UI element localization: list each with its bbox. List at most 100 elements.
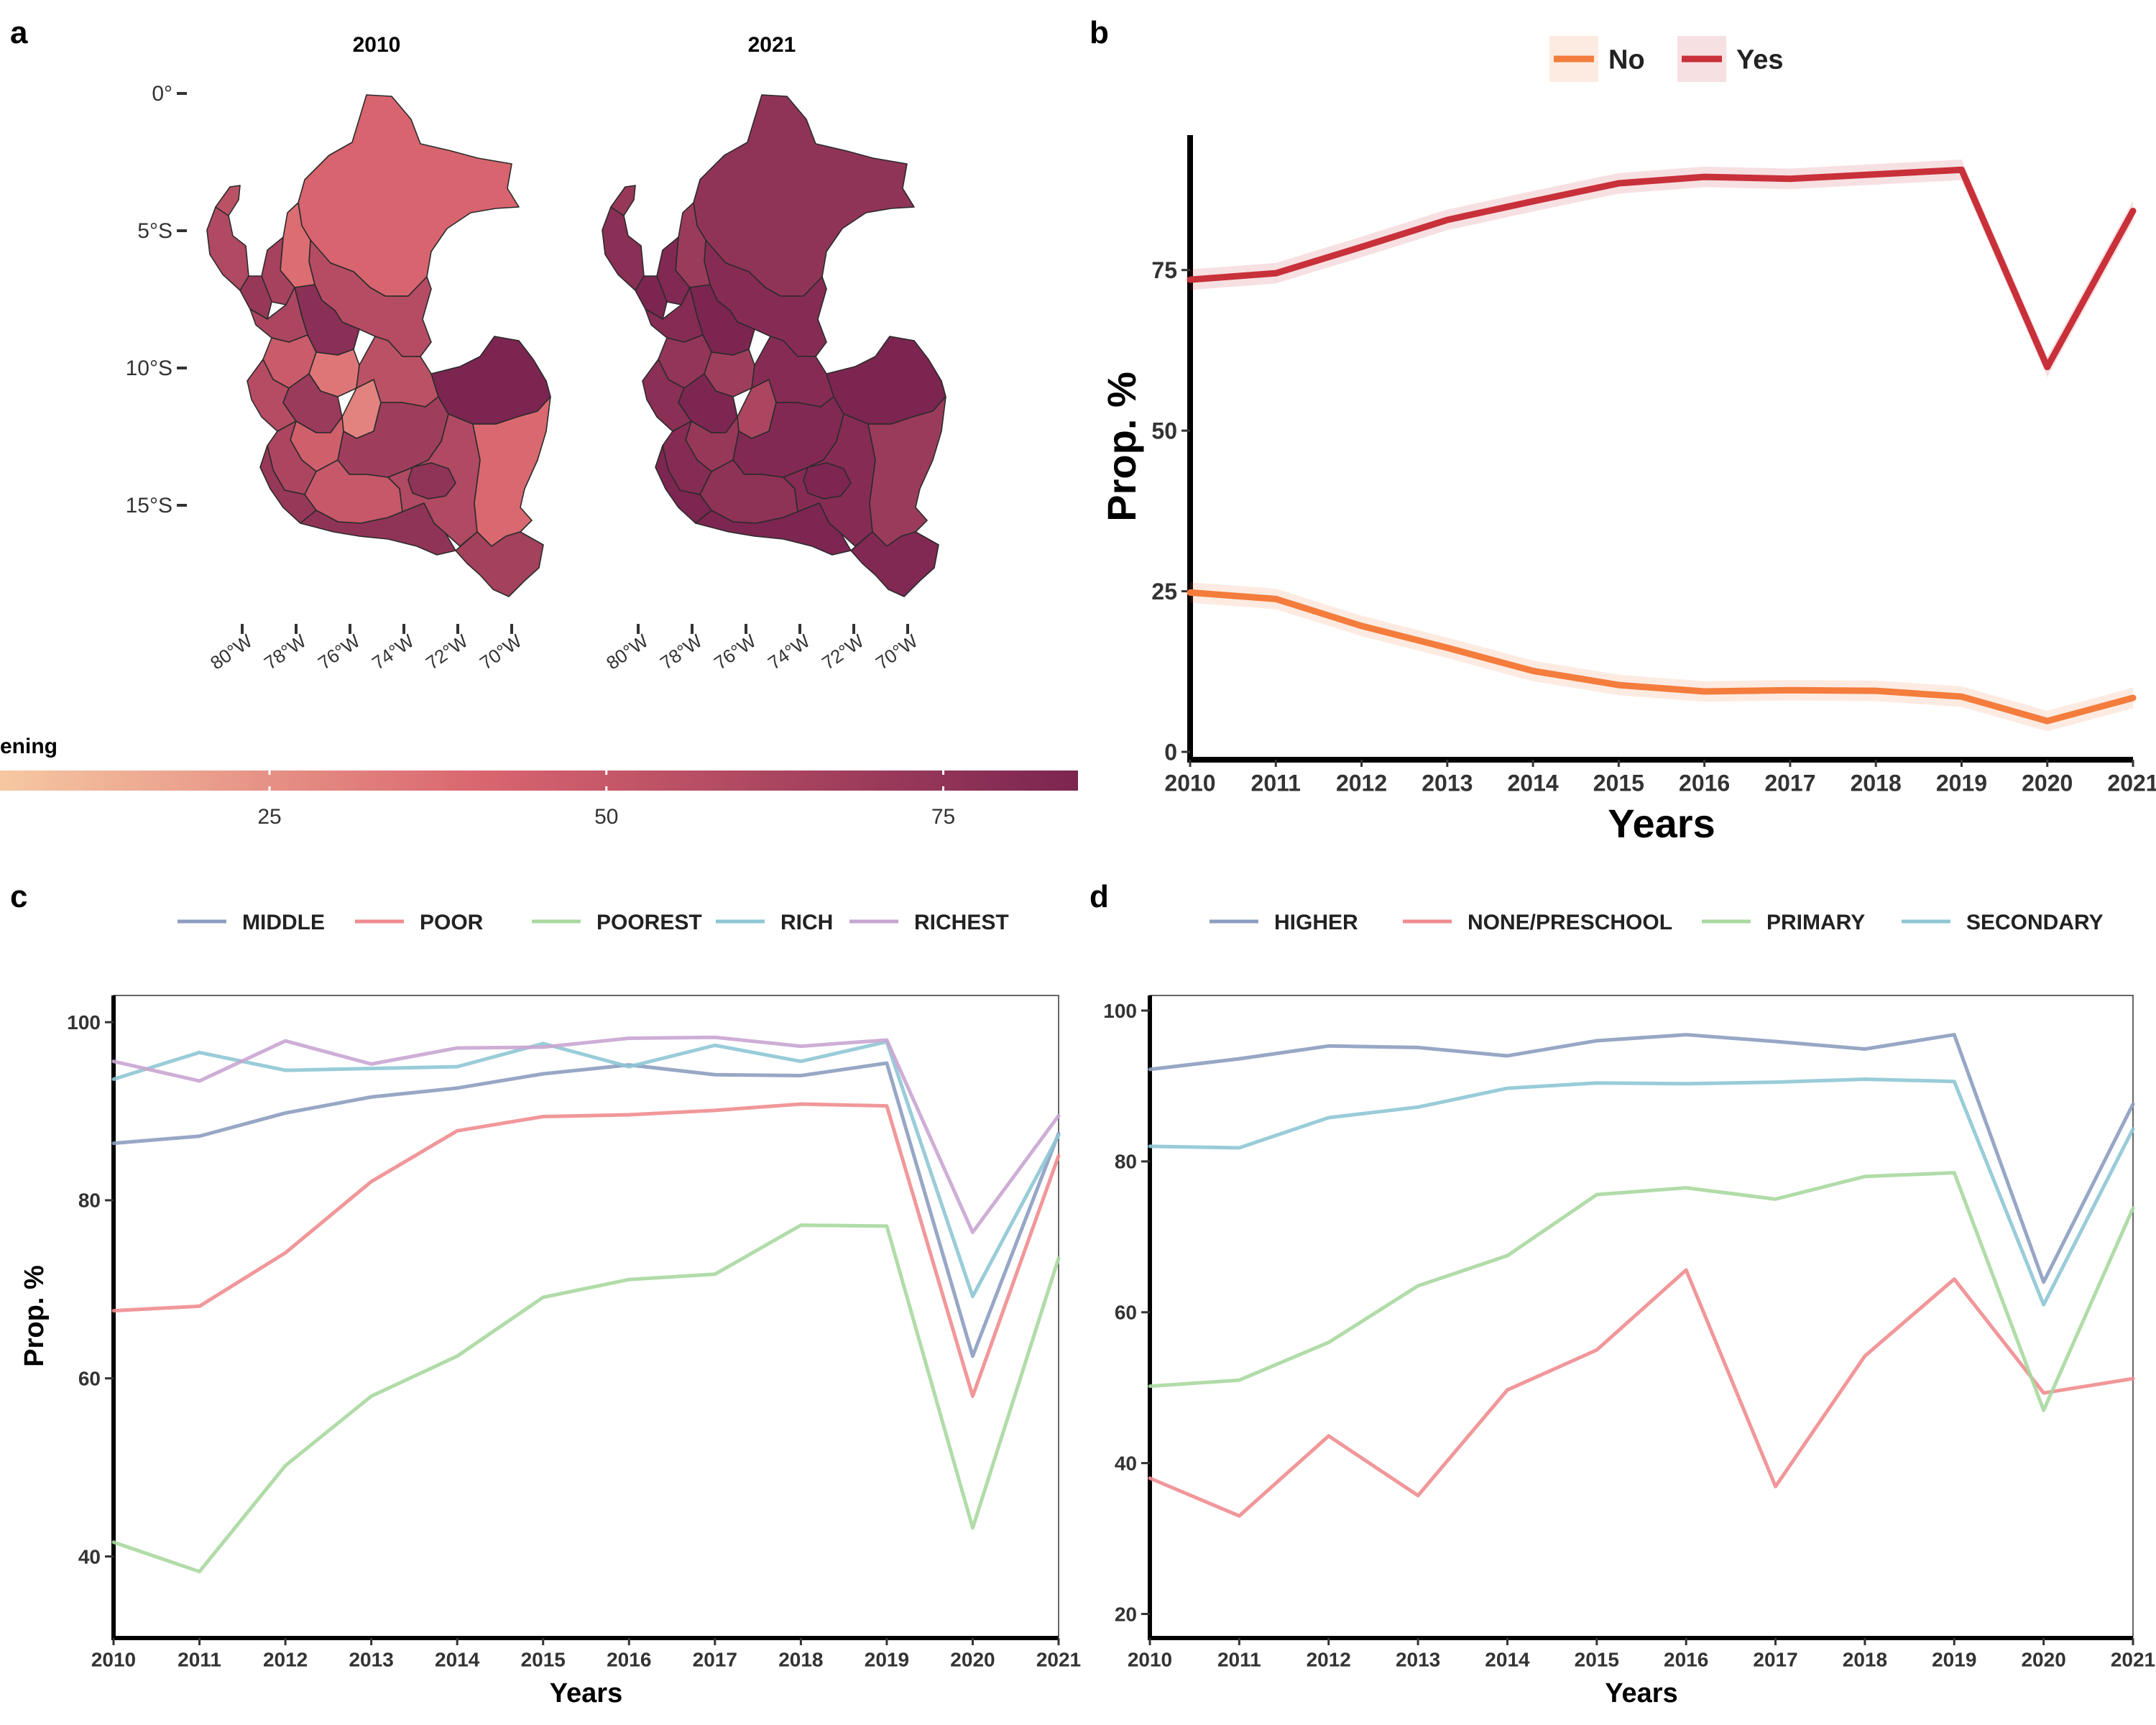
- series-line: [1148, 1077, 2135, 1307]
- lon-tick-label: 78°W: [656, 630, 706, 673]
- series-line: [1148, 1033, 2135, 1284]
- map-title-2021: 2021: [748, 33, 796, 57]
- map-region: [249, 287, 308, 343]
- lon-axis-2021: 80°W 78°W 76°W 74°W 72°W 70°W: [602, 624, 922, 674]
- x-tick-label: 2018: [1843, 1648, 1887, 1670]
- map-lake-region: [407, 462, 456, 500]
- map-legend-ticks: 25 50 75: [257, 770, 955, 829]
- map-region: [261, 236, 295, 305]
- map-region: [826, 336, 946, 425]
- map-region: [850, 531, 939, 597]
- legend-label: Yes: [1736, 45, 1784, 75]
- lon-tick-label: 76°W: [710, 630, 760, 673]
- panel-letter-d: d: [1089, 879, 1109, 914]
- x-tick-label: 2020: [2022, 770, 2073, 796]
- series-line: [111, 1223, 1061, 1574]
- x-tick-label: 2010: [1128, 1648, 1172, 1670]
- y-tick-label: 0: [1164, 739, 1177, 765]
- map-region: [215, 185, 241, 216]
- lon-tick-label: 76°W: [314, 630, 364, 673]
- map-legend-colorbar: [0, 770, 1078, 791]
- x-tick-label: 2015: [1575, 1648, 1619, 1670]
- x-tick-label: 2010: [91, 1648, 136, 1670]
- series-line: [111, 1035, 1061, 1235]
- series-line: [1187, 166, 2137, 371]
- legend-tick-label: 25: [257, 805, 281, 829]
- y-axis-label: Prop. %: [19, 1265, 50, 1366]
- x-tick-label: 2014: [1507, 770, 1558, 796]
- x-tick-label: 2018: [778, 1648, 823, 1670]
- lat-tick-label: 5°S: [137, 219, 172, 243]
- x-tick-label: 2018: [1851, 770, 1902, 796]
- x-tick-label: 2019: [865, 1648, 909, 1670]
- panel-letter-c: c: [10, 879, 27, 914]
- x-tick-label: 2011: [1217, 1648, 1261, 1670]
- legend-label: HIGHER: [1274, 911, 1358, 934]
- x-tick-label: 2012: [1336, 770, 1387, 796]
- lat-axis: 0° 5°S 10°S 15°S: [126, 82, 187, 518]
- legend-label: POOR: [420, 911, 484, 934]
- y-tick-label: 60: [1115, 1302, 1137, 1324]
- map-region: [430, 336, 551, 425]
- series-line: [1187, 589, 2137, 724]
- legend-label: MIDDLE: [242, 911, 325, 934]
- panel-letter-a: a: [10, 15, 28, 50]
- map-region: [206, 206, 249, 291]
- map-region: [455, 531, 544, 597]
- legend-tick-label: 50: [594, 805, 618, 829]
- lon-axis-2010: 80°W 78°W 76°W 74°W 72°W 70°W: [206, 624, 526, 674]
- map-region: [300, 502, 456, 556]
- lon-tick-label: 78°W: [260, 630, 310, 673]
- plot-frame: [113, 995, 1059, 1637]
- legend-label: No: [1608, 45, 1645, 75]
- lon-tick-label: 80°W: [602, 630, 653, 673]
- x-tick-label: 2012: [263, 1648, 308, 1670]
- x-tick-label: 2017: [693, 1648, 737, 1670]
- map-2021: [602, 94, 946, 597]
- map-2010: [206, 94, 551, 597]
- map-legend-title: ening: [0, 735, 57, 758]
- y-tick-label: 50: [1151, 418, 1177, 443]
- lat-tick-label: 0°: [152, 82, 172, 106]
- y-tick-label: 75: [1151, 257, 1177, 283]
- x-tick-label: 2019: [1936, 770, 1987, 796]
- x-tick-label: 2016: [607, 1648, 651, 1670]
- lon-tick-label: 80°W: [206, 630, 257, 673]
- confidence-band: [1190, 159, 2133, 377]
- x-tick-label: 2021: [2107, 770, 2156, 796]
- x-tick-label: 2014: [435, 1648, 480, 1670]
- x-tick-label: 2017: [1753, 1648, 1797, 1670]
- lon-tick-label: 72°W: [818, 630, 868, 673]
- series-line: [111, 1039, 1061, 1299]
- x-tick-label: 2020: [950, 1648, 995, 1670]
- series-line: [1148, 1268, 2135, 1518]
- map-region: [867, 396, 946, 547]
- x-tick-label: 2021: [1036, 1648, 1081, 1670]
- x-axis-label: Years: [550, 1678, 622, 1708]
- map-title-2010: 2010: [353, 33, 401, 57]
- x-axis-label: Years: [1605, 1678, 1677, 1708]
- series-line: [1148, 1171, 2135, 1412]
- y-tick-label: 100: [1103, 1000, 1137, 1022]
- lat-tick-label: 15°S: [126, 494, 172, 518]
- lon-tick-label: 70°W: [872, 630, 922, 673]
- map-region: [645, 287, 704, 343]
- map-region: [602, 206, 645, 291]
- y-tick-label: 80: [1115, 1151, 1137, 1173]
- x-tick-label: 2016: [1664, 1648, 1708, 1670]
- legend-label: PRIMARY: [1766, 911, 1865, 934]
- legend-label: NONE/PRESCHOOL: [1468, 911, 1672, 934]
- map-lake-region: [803, 462, 852, 500]
- y-tick-label: 40: [78, 1545, 101, 1568]
- x-tick-label: 2017: [1764, 770, 1815, 796]
- panel-c-chart: 40 60 80 100 2010 2011 2012 2013 2014 2015 2016 201…: [19, 911, 1081, 1708]
- map-region: [695, 502, 852, 556]
- x-tick-label: 2019: [1932, 1648, 1976, 1670]
- panel-b-chart: 0 25 50 75 2010 2011 2012 2013 2014 2015 2016 2017 2…: [1099, 36, 2156, 846]
- x-tick-label: 2013: [1422, 770, 1473, 796]
- x-tick-label: 2011: [178, 1648, 221, 1670]
- legend-label: POOREST: [596, 911, 702, 934]
- panel-a-maps: 2010 2021 0° 5°S 10°S 15°S 80°W 78°W 76°W 7…: [0, 33, 1078, 829]
- x-tick-label: 2014: [1485, 1648, 1530, 1670]
- x-tick-label: 2011: [1251, 770, 1301, 796]
